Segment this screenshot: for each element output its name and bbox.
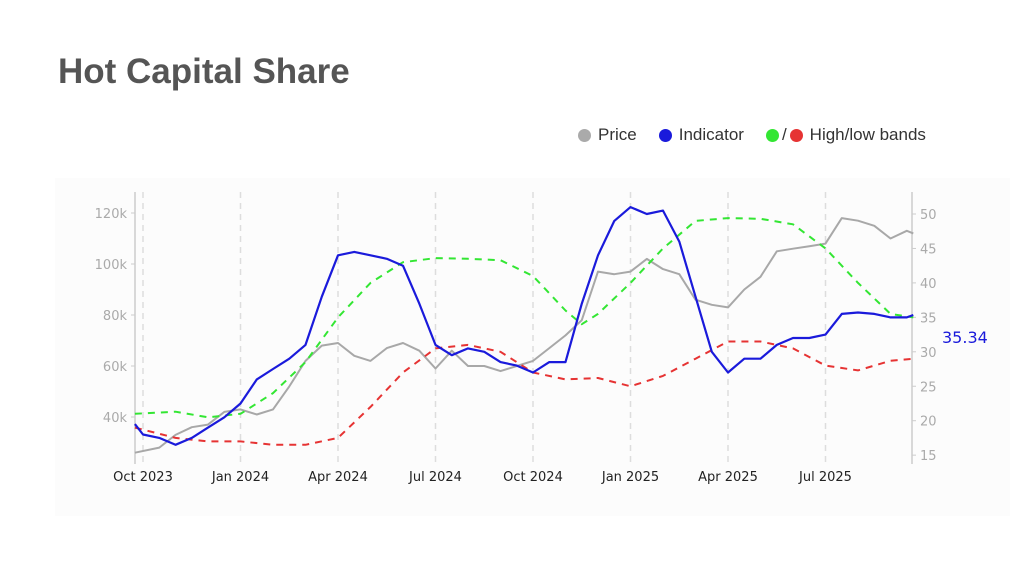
last-value-label: 35.34 [942,328,988,347]
x-tick-label: Apr 2025 [698,470,758,485]
legend-indicator-label: Indicator [678,125,744,144]
legend-bands-label: High/low bands [809,125,926,144]
price-line [134,217,914,454]
legend-indicator[interactable]: Indicator [658,125,744,145]
left-tick-label: 100k [95,258,128,273]
indicator-dot-icon [658,128,672,142]
right-tick-label: 45 [920,242,937,257]
right-tick-label: 15 [920,449,937,464]
right-tick-label: 40 [920,277,937,292]
right-tick-label: 30 [920,346,937,361]
price-dot-icon [578,128,591,142]
right-tick-label: 25 [920,380,937,395]
low-band-dot-icon [789,128,803,142]
x-tick-label: Oct 2024 [503,470,563,485]
page-title: Hot Capital Share [58,52,350,91]
legend-price[interactable]: Price [578,125,637,145]
left-tick-label: 60k [103,360,128,375]
x-tick-label: Apr 2024 [308,470,368,485]
low-band-line [134,340,914,446]
x-tick-label: Jan 2025 [601,470,659,485]
x-tick-label: Jan 2024 [211,470,269,485]
indicator-line [134,206,914,446]
x-tick-label: Oct 2023 [113,470,173,485]
legend-bands[interactable]: / High/low bands [765,125,926,145]
left-tick-label: 40k [103,411,128,426]
x-tick-label: Jul 2025 [798,470,852,485]
right-tick-label: 20 [920,415,937,430]
right-tick-label: 50 [920,208,937,223]
left-tick-label: 120k [95,207,128,222]
right-tick-label: 35 [920,311,937,326]
left-tick-label: 80k [103,309,128,324]
high-band-dot-icon [765,128,779,142]
legend: Price Indicator / High/low bands [578,125,948,145]
x-tick-label: Jul 2024 [408,470,462,485]
legend-price-label: Price [598,125,637,144]
legend-slash: / [781,125,787,144]
high-band-line [134,217,914,419]
